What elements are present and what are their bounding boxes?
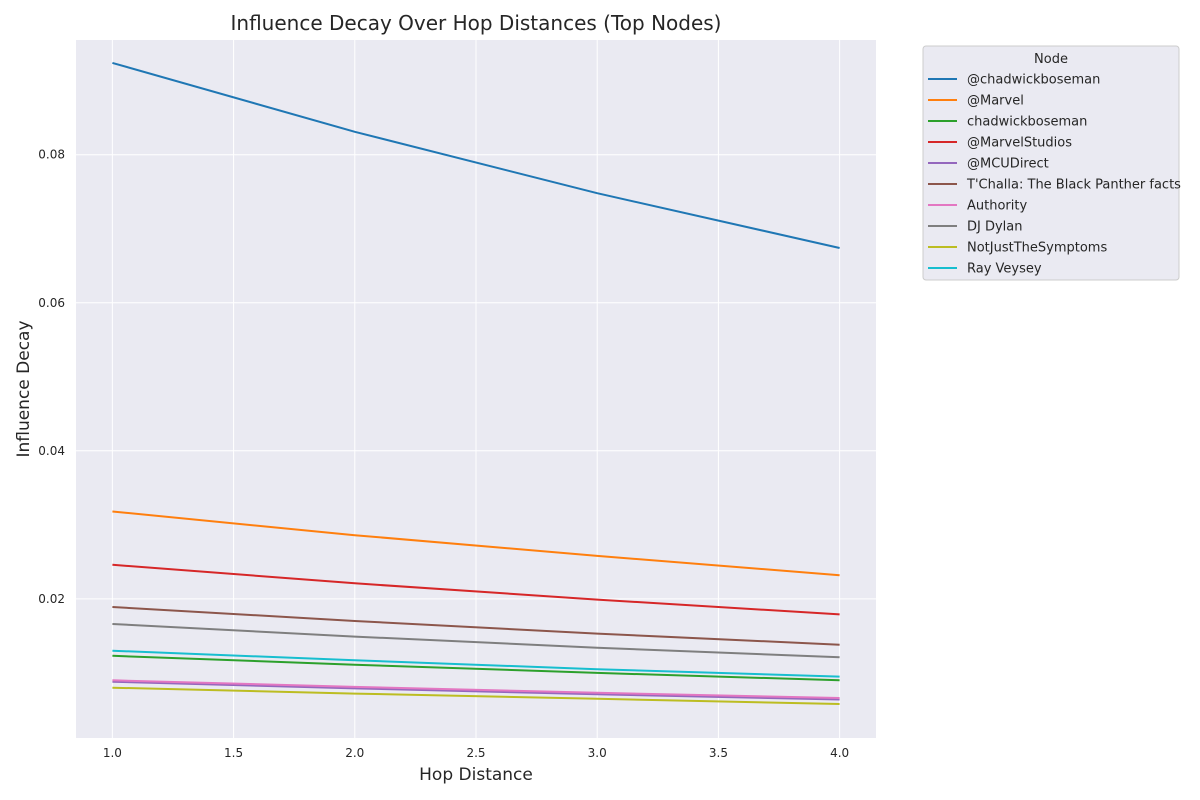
y-tick-label: 0.04	[38, 444, 65, 458]
legend-label: Ray Veysey	[967, 262, 1042, 277]
series-line	[112, 510, 840, 577]
series-line	[112, 649, 840, 678]
x-tick-label: 2.5	[466, 746, 485, 760]
legend-label: chadwickboseman	[967, 115, 1087, 130]
x-tick-label: 1.5	[224, 746, 243, 760]
legend-label: DJ Dylan	[967, 220, 1023, 235]
x-tick-label: 3.5	[709, 746, 728, 760]
x-axis-label: Hop Distance	[419, 765, 533, 785]
legend-items: @chadwickboseman @Marvel chadwickboseman @M…	[928, 73, 1181, 277]
legend-label: @Marvel	[967, 94, 1024, 109]
y-tick-label: 0.02	[38, 592, 65, 606]
legend-box	[922, 45, 1180, 281]
series-line	[112, 623, 840, 659]
series-line	[112, 654, 840, 682]
x-tick-label: 4.0	[830, 746, 849, 760]
legend-label: @MCUDirect	[967, 157, 1049, 172]
legend-label: Authority	[967, 199, 1027, 214]
legend-title: Node	[1034, 52, 1068, 67]
legend-label: @chadwickboseman	[967, 73, 1100, 88]
series-line	[112, 686, 840, 705]
x-tick-label: 1.0	[103, 746, 122, 760]
legend-label: @MarvelStudios	[967, 136, 1072, 151]
chart-title: Influence Decay Over Hop Distances (Top …	[231, 11, 722, 35]
legend-label: T'Challa: The Black Panther facts	[966, 178, 1181, 193]
series-line	[112, 606, 840, 646]
x-tick-label: 2.0	[345, 746, 364, 760]
x-tick-labels: 1.0 1.5 2.0 2.5 3.0 3.5 4.0	[103, 746, 849, 760]
y-tick-labels: 0.02 0.04 0.06 0.08	[38, 148, 65, 606]
series-line	[112, 61, 840, 249]
grid-lines	[76, 40, 876, 738]
x-tick-label: 3.0	[588, 746, 607, 760]
series-line	[112, 563, 840, 616]
y-tick-label: 0.08	[38, 148, 65, 162]
series-line	[112, 679, 840, 699]
series-line	[112, 680, 840, 701]
legend: Node @chadwickboseman @Marvel chadwickbose…	[922, 45, 1181, 281]
y-tick-label: 0.06	[38, 296, 65, 310]
y-axis-label: Influence Decay	[14, 320, 34, 457]
series-lines	[112, 61, 840, 705]
legend-label: NotJustTheSymptoms	[967, 241, 1107, 256]
